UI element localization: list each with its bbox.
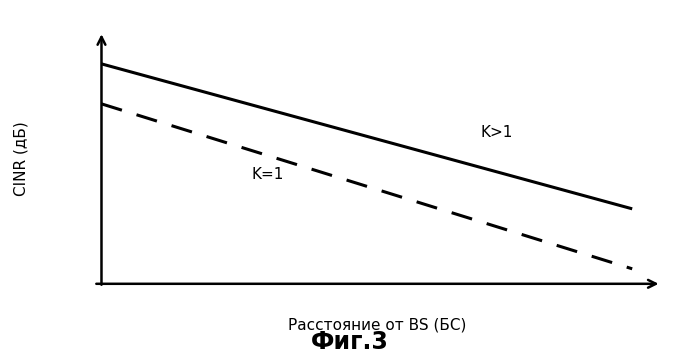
Text: K=1: K=1 (252, 167, 284, 182)
Text: CINR (дБ): CINR (дБ) (13, 121, 29, 196)
Text: K>1: K>1 (481, 125, 513, 140)
Text: Фиг.3: Фиг.3 (310, 330, 389, 354)
Text: Расстояние от BS (БС): Расстояние от BS (БС) (288, 317, 467, 332)
